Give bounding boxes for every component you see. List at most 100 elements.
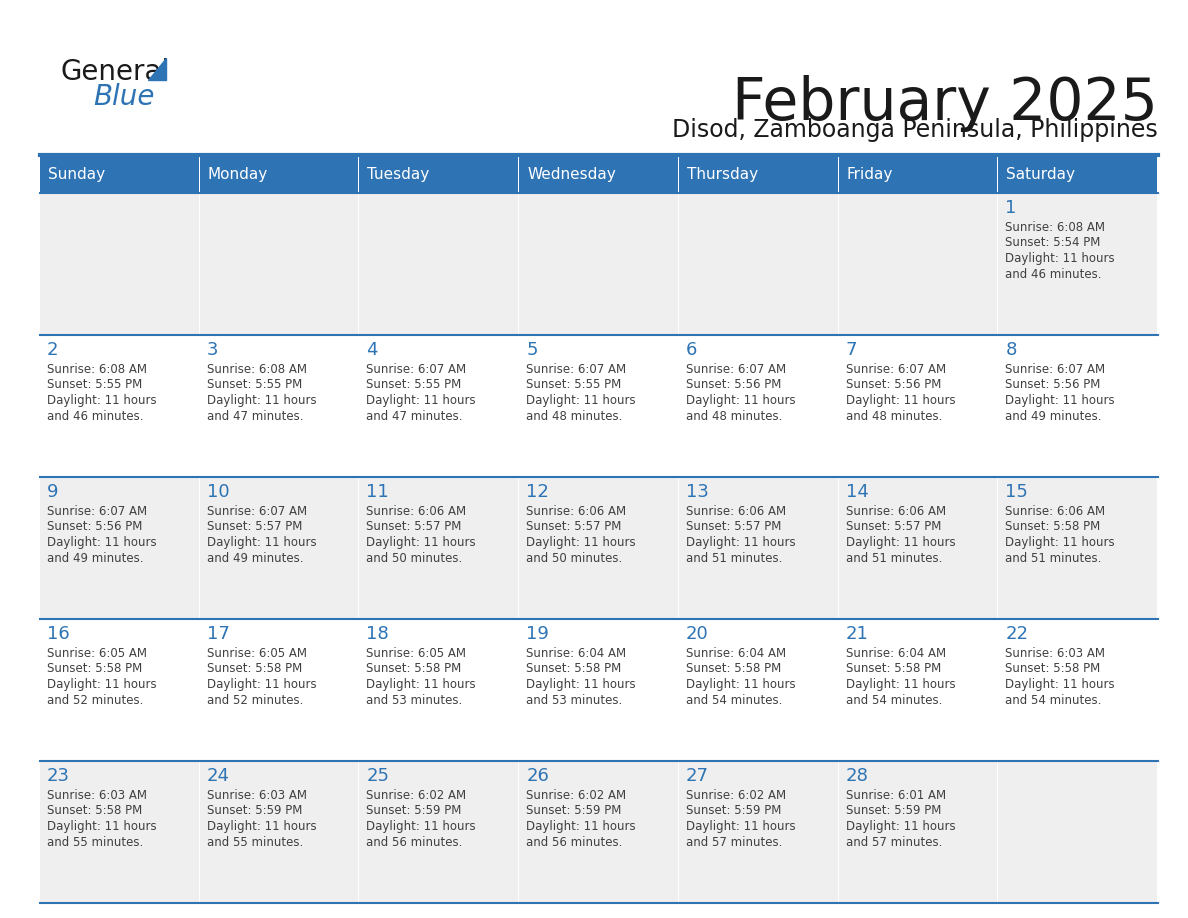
Text: and 53 minutes.: and 53 minutes. [366, 693, 462, 707]
Bar [40, 193, 198, 334]
Text: and 48 minutes.: and 48 minutes. [526, 409, 623, 422]
Text: Sunrise: 6:07 AM: Sunrise: 6:07 AM [526, 363, 626, 376]
Text: Daylight: 11 hours: Daylight: 11 hours [48, 820, 157, 833]
Text: Sunrise: 6:01 AM: Sunrise: 6:01 AM [846, 789, 946, 802]
Bar [998, 193, 1157, 334]
Text: Sunset: 5:57 PM: Sunset: 5:57 PM [526, 521, 621, 533]
Text: Sunset: 5:56 PM: Sunset: 5:56 PM [685, 378, 782, 391]
Text: and 51 minutes.: and 51 minutes. [685, 552, 782, 565]
Text: 24: 24 [207, 767, 229, 785]
Text: 7: 7 [846, 341, 857, 359]
Bar [519, 155, 678, 193]
Text: and 50 minutes.: and 50 minutes. [366, 552, 462, 565]
Text: Daylight: 11 hours: Daylight: 11 hours [207, 820, 316, 833]
Text: Daylight: 11 hours: Daylight: 11 hours [207, 536, 316, 549]
Text: Sunrise: 6:07 AM: Sunrise: 6:07 AM [1005, 363, 1105, 376]
Text: Daylight: 11 hours: Daylight: 11 hours [526, 536, 636, 549]
Bar [360, 477, 518, 618]
Text: Daylight: 11 hours: Daylight: 11 hours [1005, 394, 1114, 407]
Text: Blue: Blue [93, 83, 154, 111]
Text: Daylight: 11 hours: Daylight: 11 hours [846, 394, 955, 407]
Bar [839, 335, 997, 476]
Text: Sunrise: 6:03 AM: Sunrise: 6:03 AM [1005, 647, 1105, 660]
Bar [40, 619, 198, 760]
Text: Sunday: Sunday [48, 167, 105, 183]
Text: 12: 12 [526, 483, 549, 501]
Text: Daylight: 11 hours: Daylight: 11 hours [846, 536, 955, 549]
Text: Daylight: 11 hours: Daylight: 11 hours [207, 394, 316, 407]
Bar [998, 477, 1157, 618]
Text: Sunrise: 6:06 AM: Sunrise: 6:06 AM [366, 505, 467, 518]
Bar [519, 477, 678, 618]
Text: and 48 minutes.: and 48 minutes. [685, 409, 782, 422]
Text: Saturday: Saturday [1006, 167, 1075, 183]
Text: Sunset: 5:58 PM: Sunset: 5:58 PM [48, 663, 143, 676]
Text: and 52 minutes.: and 52 minutes. [48, 693, 144, 707]
Text: Sunset: 5:56 PM: Sunset: 5:56 PM [846, 378, 941, 391]
Text: Daylight: 11 hours: Daylight: 11 hours [526, 394, 636, 407]
Text: Sunrise: 6:02 AM: Sunrise: 6:02 AM [685, 789, 786, 802]
Text: Sunrise: 6:05 AM: Sunrise: 6:05 AM [207, 647, 307, 660]
Text: 14: 14 [846, 483, 868, 501]
Text: Sunrise: 6:07 AM: Sunrise: 6:07 AM [366, 363, 467, 376]
Text: Daylight: 11 hours: Daylight: 11 hours [526, 820, 636, 833]
Text: February 2025: February 2025 [732, 75, 1158, 132]
Text: and 53 minutes.: and 53 minutes. [526, 693, 623, 707]
Text: Daylight: 11 hours: Daylight: 11 hours [366, 394, 476, 407]
Text: Sunset: 5:58 PM: Sunset: 5:58 PM [366, 663, 462, 676]
Bar [519, 335, 678, 476]
Text: Sunset: 5:57 PM: Sunset: 5:57 PM [207, 521, 302, 533]
Text: Tuesday: Tuesday [367, 167, 430, 183]
Text: Monday: Monday [208, 167, 268, 183]
Text: Daylight: 11 hours: Daylight: 11 hours [846, 820, 955, 833]
Bar [519, 619, 678, 760]
Text: Wednesday: Wednesday [527, 167, 615, 183]
Text: 4: 4 [366, 341, 378, 359]
Text: Friday: Friday [847, 167, 893, 183]
Text: 15: 15 [1005, 483, 1028, 501]
Text: Sunrise: 6:02 AM: Sunrise: 6:02 AM [526, 789, 626, 802]
Text: Daylight: 11 hours: Daylight: 11 hours [685, 394, 796, 407]
Bar [519, 193, 678, 334]
Text: 22: 22 [1005, 625, 1029, 643]
Text: Sunset: 5:59 PM: Sunset: 5:59 PM [366, 804, 462, 818]
Bar [678, 155, 838, 193]
Bar [839, 477, 997, 618]
Text: Daylight: 11 hours: Daylight: 11 hours [48, 394, 157, 407]
Text: 20: 20 [685, 625, 708, 643]
Text: 26: 26 [526, 767, 549, 785]
Text: Daylight: 11 hours: Daylight: 11 hours [685, 678, 796, 691]
Bar [678, 477, 838, 618]
Text: Daylight: 11 hours: Daylight: 11 hours [1005, 252, 1114, 265]
Text: Sunset: 5:58 PM: Sunset: 5:58 PM [48, 804, 143, 818]
Polygon shape [148, 58, 166, 80]
Bar [998, 155, 1157, 193]
Text: Sunrise: 6:07 AM: Sunrise: 6:07 AM [846, 363, 946, 376]
Text: and 56 minutes.: and 56 minutes. [366, 835, 463, 848]
Text: Sunset: 5:58 PM: Sunset: 5:58 PM [1005, 663, 1100, 676]
Text: and 47 minutes.: and 47 minutes. [366, 409, 463, 422]
Text: Sunrise: 6:05 AM: Sunrise: 6:05 AM [366, 647, 467, 660]
Text: Sunrise: 6:04 AM: Sunrise: 6:04 AM [685, 647, 786, 660]
Text: Sunset: 5:58 PM: Sunset: 5:58 PM [526, 663, 621, 676]
Text: 27: 27 [685, 767, 709, 785]
Text: Sunrise: 6:03 AM: Sunrise: 6:03 AM [207, 789, 307, 802]
Text: 18: 18 [366, 625, 390, 643]
Text: Sunrise: 6:06 AM: Sunrise: 6:06 AM [846, 505, 946, 518]
Text: Sunset: 5:59 PM: Sunset: 5:59 PM [207, 804, 302, 818]
Bar [360, 335, 518, 476]
Text: and 46 minutes.: and 46 minutes. [1005, 267, 1101, 281]
Text: Thursday: Thursday [687, 167, 758, 183]
Text: and 47 minutes.: and 47 minutes. [207, 409, 303, 422]
Text: Sunset: 5:56 PM: Sunset: 5:56 PM [1005, 378, 1100, 391]
Text: 11: 11 [366, 483, 390, 501]
Text: Sunset: 5:55 PM: Sunset: 5:55 PM [366, 378, 462, 391]
Bar [40, 761, 198, 902]
Text: Sunrise: 6:06 AM: Sunrise: 6:06 AM [526, 505, 626, 518]
Text: Sunrise: 6:04 AM: Sunrise: 6:04 AM [526, 647, 626, 660]
Text: Sunset: 5:55 PM: Sunset: 5:55 PM [526, 378, 621, 391]
Bar [998, 761, 1157, 902]
Text: and 46 minutes.: and 46 minutes. [48, 409, 144, 422]
Text: 1: 1 [1005, 199, 1017, 217]
Text: 21: 21 [846, 625, 868, 643]
